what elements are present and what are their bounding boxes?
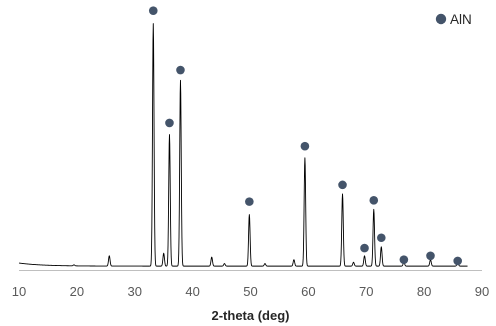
peak-marker-8 xyxy=(377,233,386,243)
peak-marker-4 xyxy=(245,197,254,206)
peak-marker-12 xyxy=(453,256,462,266)
x-tick-label-10: 10 xyxy=(12,284,26,299)
peak-marker-2 xyxy=(165,118,174,128)
diffraction-pattern-line xyxy=(18,23,468,267)
x-axis-ticks: 10 20 30 40 50 60 70 80 90 xyxy=(12,284,489,299)
plot-area xyxy=(18,6,468,267)
x-tick-label-50: 50 xyxy=(243,284,257,299)
peak-marker-1 xyxy=(148,6,158,16)
peak-marker-6 xyxy=(338,180,347,190)
x-tick-label-70: 70 xyxy=(359,284,373,299)
peak-marker-3 xyxy=(176,65,185,75)
legend-marker-alN xyxy=(435,13,447,25)
peak-marker-7 xyxy=(369,196,379,205)
x-tick-label-20: 20 xyxy=(70,284,84,299)
legend: AlN xyxy=(435,12,472,27)
legend-label-alN: AlN xyxy=(450,12,472,27)
x-tick-label-90: 90 xyxy=(475,284,489,299)
peak-marker-9 xyxy=(360,243,369,253)
x-tick-label-30: 30 xyxy=(128,284,142,299)
x-tick-label-80: 80 xyxy=(417,284,431,299)
peak-markers xyxy=(148,6,462,266)
x-axis-title: 2-theta (deg) xyxy=(212,308,290,323)
peak-marker-10 xyxy=(399,255,409,264)
peak-marker-5 xyxy=(300,141,310,151)
peak-marker-11 xyxy=(426,251,435,261)
x-tick-label-60: 60 xyxy=(301,284,315,299)
x-tick-label-40: 40 xyxy=(185,284,199,299)
